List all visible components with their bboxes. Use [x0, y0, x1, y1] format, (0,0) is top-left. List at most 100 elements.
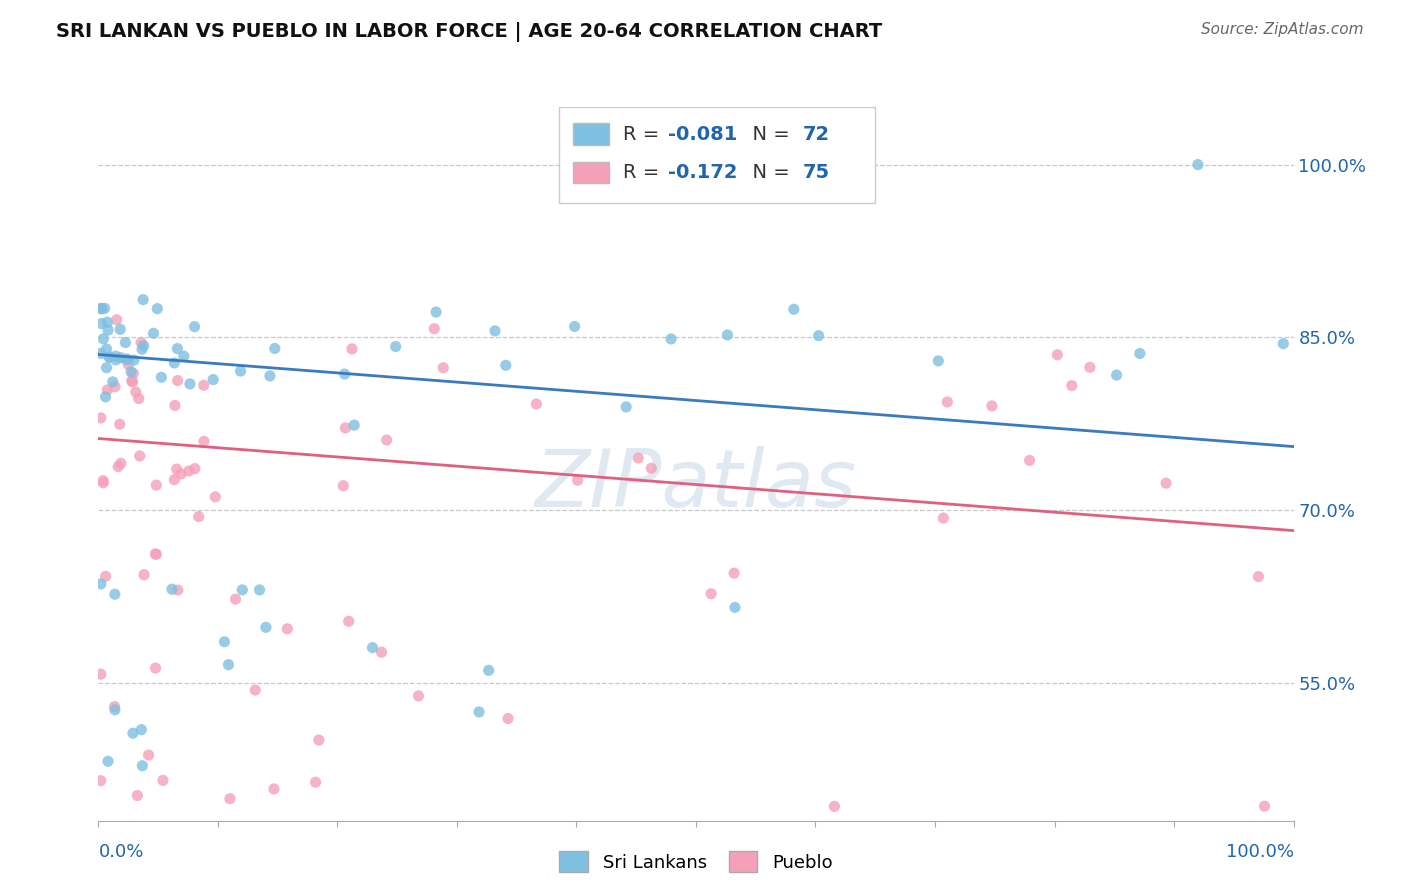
- Point: [263, 781, 285, 796]
- Text: 72: 72: [803, 125, 830, 144]
- Point: [110, 351, 132, 365]
- Point: [120, 365, 142, 379]
- Point: [96, 360, 118, 375]
- Point: [90, 301, 112, 316]
- Point: [1247, 569, 1270, 583]
- Point: [121, 375, 143, 389]
- Point: [1253, 799, 1275, 814]
- Point: [932, 511, 955, 525]
- Point: [1105, 368, 1128, 382]
- Point: [823, 799, 845, 814]
- Point: [128, 449, 150, 463]
- Point: [93, 301, 115, 316]
- Point: [107, 459, 129, 474]
- Point: [104, 587, 127, 601]
- Point: [90, 667, 112, 681]
- Text: ZIPatlas: ZIPatlas: [534, 446, 858, 524]
- Point: [567, 473, 589, 487]
- Point: [127, 789, 149, 803]
- Point: [432, 360, 454, 375]
- Point: [150, 370, 173, 384]
- Point: [384, 339, 406, 353]
- Point: [231, 582, 253, 597]
- Point: [117, 352, 139, 367]
- Point: [142, 326, 165, 341]
- Point: [177, 464, 200, 478]
- Point: [166, 374, 188, 388]
- Point: [145, 547, 167, 561]
- Point: [121, 374, 143, 388]
- Point: [90, 301, 112, 316]
- Point: [163, 399, 186, 413]
- Point: [128, 392, 150, 406]
- Point: [219, 791, 242, 805]
- Point: [423, 322, 446, 336]
- Point: [132, 567, 155, 582]
- Point: [122, 367, 145, 381]
- Point: [146, 301, 169, 316]
- Point: [101, 375, 124, 389]
- Point: [1018, 453, 1040, 467]
- Text: N =: N =: [740, 125, 796, 144]
- Point: [276, 622, 298, 636]
- Point: [496, 712, 519, 726]
- Point: [627, 450, 650, 465]
- Point: [1272, 336, 1295, 351]
- Point: [166, 583, 188, 598]
- Point: [723, 566, 745, 581]
- Point: [131, 723, 153, 737]
- Point: [97, 323, 120, 337]
- Point: [245, 683, 267, 698]
- Point: [340, 342, 363, 356]
- Point: [214, 634, 236, 648]
- Point: [332, 479, 354, 493]
- Point: [304, 775, 326, 789]
- Point: [97, 754, 120, 768]
- Point: [110, 322, 132, 336]
- Text: 0.0%: 0.0%: [98, 843, 143, 861]
- Point: [361, 640, 384, 655]
- Legend: Sri Lankans, Pueblo: Sri Lankans, Pueblo: [553, 844, 839, 880]
- Point: [96, 342, 118, 356]
- Point: [90, 346, 112, 360]
- Point: [179, 376, 201, 391]
- Point: [263, 342, 285, 356]
- Point: [308, 733, 330, 747]
- Point: [117, 358, 139, 372]
- Point: [131, 343, 153, 357]
- Point: [193, 378, 215, 392]
- FancyBboxPatch shape: [572, 123, 609, 145]
- Point: [343, 418, 366, 433]
- Point: [103, 699, 125, 714]
- Point: [132, 339, 155, 353]
- Point: [131, 758, 153, 772]
- Point: [98, 350, 121, 364]
- Point: [425, 305, 447, 319]
- Point: [105, 312, 128, 326]
- FancyBboxPatch shape: [572, 162, 609, 184]
- Point: [132, 293, 155, 307]
- Point: [98, 350, 121, 364]
- Point: [229, 364, 252, 378]
- Point: [484, 324, 506, 338]
- Text: 100.0%: 100.0%: [1226, 843, 1294, 861]
- Point: [614, 400, 637, 414]
- Point: [716, 328, 738, 343]
- Text: SRI LANKAN VS PUEBLO IN LABOR FORCE | AGE 20-64 CORRELATION CHART: SRI LANKAN VS PUEBLO IN LABOR FORCE | AG…: [56, 22, 883, 42]
- Point: [807, 328, 830, 343]
- Point: [108, 417, 131, 432]
- Point: [659, 332, 682, 346]
- Point: [94, 569, 117, 583]
- Point: [145, 661, 167, 675]
- Text: N =: N =: [740, 163, 796, 182]
- Point: [1078, 360, 1101, 375]
- Point: [724, 600, 747, 615]
- Point: [183, 319, 205, 334]
- Point: [202, 373, 225, 387]
- Text: R =: R =: [623, 125, 665, 144]
- Point: [104, 703, 127, 717]
- Point: [1129, 346, 1152, 360]
- Point: [90, 411, 112, 425]
- Point: [90, 317, 112, 331]
- Point: [1154, 476, 1177, 491]
